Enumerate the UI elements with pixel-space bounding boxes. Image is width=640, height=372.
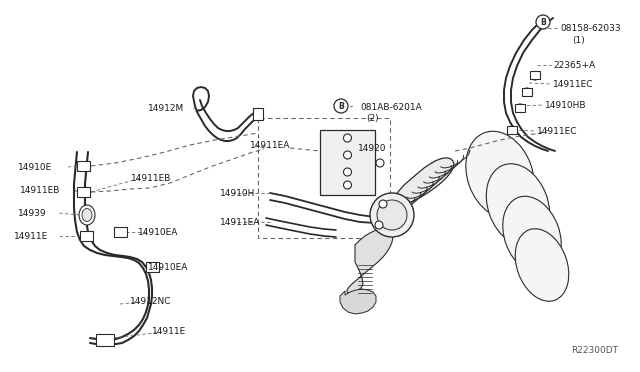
Circle shape	[344, 181, 351, 189]
Polygon shape	[347, 227, 393, 293]
Circle shape	[344, 168, 351, 176]
Text: 14910H: 14910H	[220, 189, 255, 198]
Bar	[79, 231, 93, 241]
Polygon shape	[383, 158, 454, 218]
Bar	[145, 262, 159, 272]
Polygon shape	[340, 289, 376, 314]
Bar	[77, 161, 90, 171]
Ellipse shape	[466, 131, 534, 219]
Circle shape	[376, 159, 384, 167]
Text: 14911E: 14911E	[152, 327, 186, 337]
Text: 14911EB: 14911EB	[131, 173, 172, 183]
Bar	[77, 187, 90, 197]
Circle shape	[531, 72, 539, 80]
Text: 14911EB: 14911EB	[20, 186, 60, 195]
Text: 14920: 14920	[358, 144, 387, 153]
Text: 081AB-6201A: 081AB-6201A	[360, 103, 422, 112]
Text: R22300DT: R22300DT	[571, 346, 618, 355]
Text: 14911E: 14911E	[14, 231, 48, 241]
Text: 14939: 14939	[18, 208, 47, 218]
Bar	[320, 130, 375, 195]
Text: 14912NC: 14912NC	[130, 298, 172, 307]
Ellipse shape	[515, 229, 569, 301]
Text: 14911EC: 14911EC	[553, 80, 593, 89]
Bar	[253, 108, 263, 120]
Bar	[515, 104, 525, 112]
Text: 08158-62033: 08158-62033	[560, 23, 621, 32]
Text: B: B	[540, 17, 546, 26]
Circle shape	[379, 200, 387, 208]
Bar	[507, 126, 517, 134]
Text: 22365+A: 22365+A	[553, 61, 595, 70]
Circle shape	[377, 200, 407, 230]
Bar	[530, 71, 540, 79]
Text: 14910EA: 14910EA	[148, 263, 188, 273]
Circle shape	[375, 221, 383, 229]
Circle shape	[344, 134, 351, 142]
Bar	[96, 334, 114, 346]
Bar	[113, 227, 127, 237]
Ellipse shape	[82, 208, 92, 221]
Circle shape	[523, 88, 531, 96]
Text: 14911EA: 14911EA	[220, 218, 260, 227]
Ellipse shape	[79, 205, 95, 225]
Text: B: B	[338, 102, 344, 110]
Ellipse shape	[503, 196, 561, 274]
Text: (2): (2)	[366, 113, 379, 122]
Text: 14911EA: 14911EA	[250, 141, 291, 150]
Text: 14912M: 14912M	[148, 103, 184, 112]
Circle shape	[344, 151, 351, 159]
Circle shape	[334, 99, 348, 113]
Text: (1): (1)	[572, 35, 585, 45]
Circle shape	[508, 126, 516, 134]
Text: 14910E: 14910E	[18, 163, 52, 171]
Text: 14910EA: 14910EA	[138, 228, 179, 237]
Bar	[522, 88, 532, 96]
Circle shape	[370, 193, 414, 237]
Text: 14911EC: 14911EC	[537, 126, 577, 135]
Ellipse shape	[486, 164, 550, 246]
Text: 14910HB: 14910HB	[545, 100, 586, 109]
Circle shape	[516, 104, 524, 112]
Circle shape	[536, 15, 550, 29]
